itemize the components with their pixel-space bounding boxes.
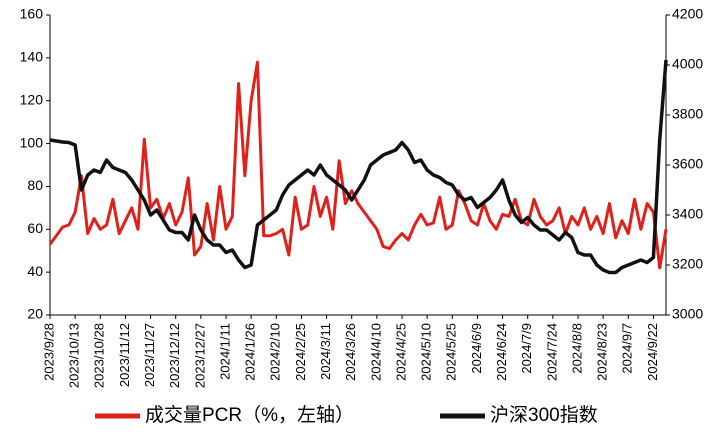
x-tick-label: 2024/4/25: [393, 323, 408, 381]
x-tick-label: 2024/5/10: [419, 323, 434, 381]
x-tick-label: 2024/1/26: [243, 323, 258, 381]
x-tick-label: 2024/4/10: [368, 323, 383, 381]
x-tick-label: 2024/9/7: [620, 323, 635, 374]
x-tick-label: 2024/2/25: [293, 323, 308, 381]
series-line: [48, 60, 668, 270]
y2-tick-label: 3800: [672, 106, 703, 122]
y2-tick-label: 3400: [672, 206, 703, 222]
y-tick-label: 160: [20, 6, 44, 22]
series-line: [49, 59, 668, 275]
x-tick-label: 2024/3/26: [343, 323, 358, 381]
x-tick-label: 2024/9/22: [645, 323, 660, 381]
x-tick-label: 2024/6/24: [494, 323, 509, 381]
x-tick-label: 2024/8/8: [569, 323, 584, 374]
y-tick-label: 100: [20, 134, 44, 150]
y-tick-label: 60: [27, 220, 43, 236]
y-tick-label: 80: [27, 177, 43, 193]
x-tick-label: 2024/6/9: [469, 323, 484, 374]
y2-tick-label: 3200: [672, 256, 703, 272]
x-tick-label: 2024/3/11: [318, 323, 333, 380]
y2-tick-label: 3000: [672, 306, 703, 322]
x-tick-label: 2023/11/27: [142, 323, 157, 387]
x-tick-label: 2023/11/12: [117, 323, 132, 387]
x-tick-label: 2023/12/27: [192, 323, 207, 388]
x-tick-label: 2023/10/13: [67, 323, 82, 388]
y-tick-label: 140: [20, 49, 44, 65]
x-tick-label: 2023/9/28: [41, 323, 56, 381]
legend-label: 沪深300指数: [490, 404, 598, 426]
y2-tick-label: 3600: [672, 156, 703, 172]
x-tick-label: 2024/7/24: [544, 323, 559, 381]
legend-label: 成交量PCR（%，左轴）: [145, 404, 354, 426]
x-tick-label: 2024/8/23: [595, 323, 610, 381]
x-tick-label: 2024/5/25: [444, 323, 459, 381]
y-tick-label: 20: [27, 306, 43, 322]
x-tick-label: 2023/10/28: [92, 323, 107, 388]
x-tick-label: 2024/7/9: [519, 323, 534, 374]
y2-tick-label: 4200: [672, 6, 703, 22]
y-tick-label: 120: [20, 91, 44, 107]
x-tick-label: 2024/2/10: [268, 323, 283, 381]
y-tick-label: 40: [27, 263, 43, 279]
x-tick-label: 2024/1/11: [217, 323, 232, 380]
y2-tick-label: 4000: [672, 56, 703, 72]
x-tick-label: 2023/12/12: [167, 323, 182, 388]
